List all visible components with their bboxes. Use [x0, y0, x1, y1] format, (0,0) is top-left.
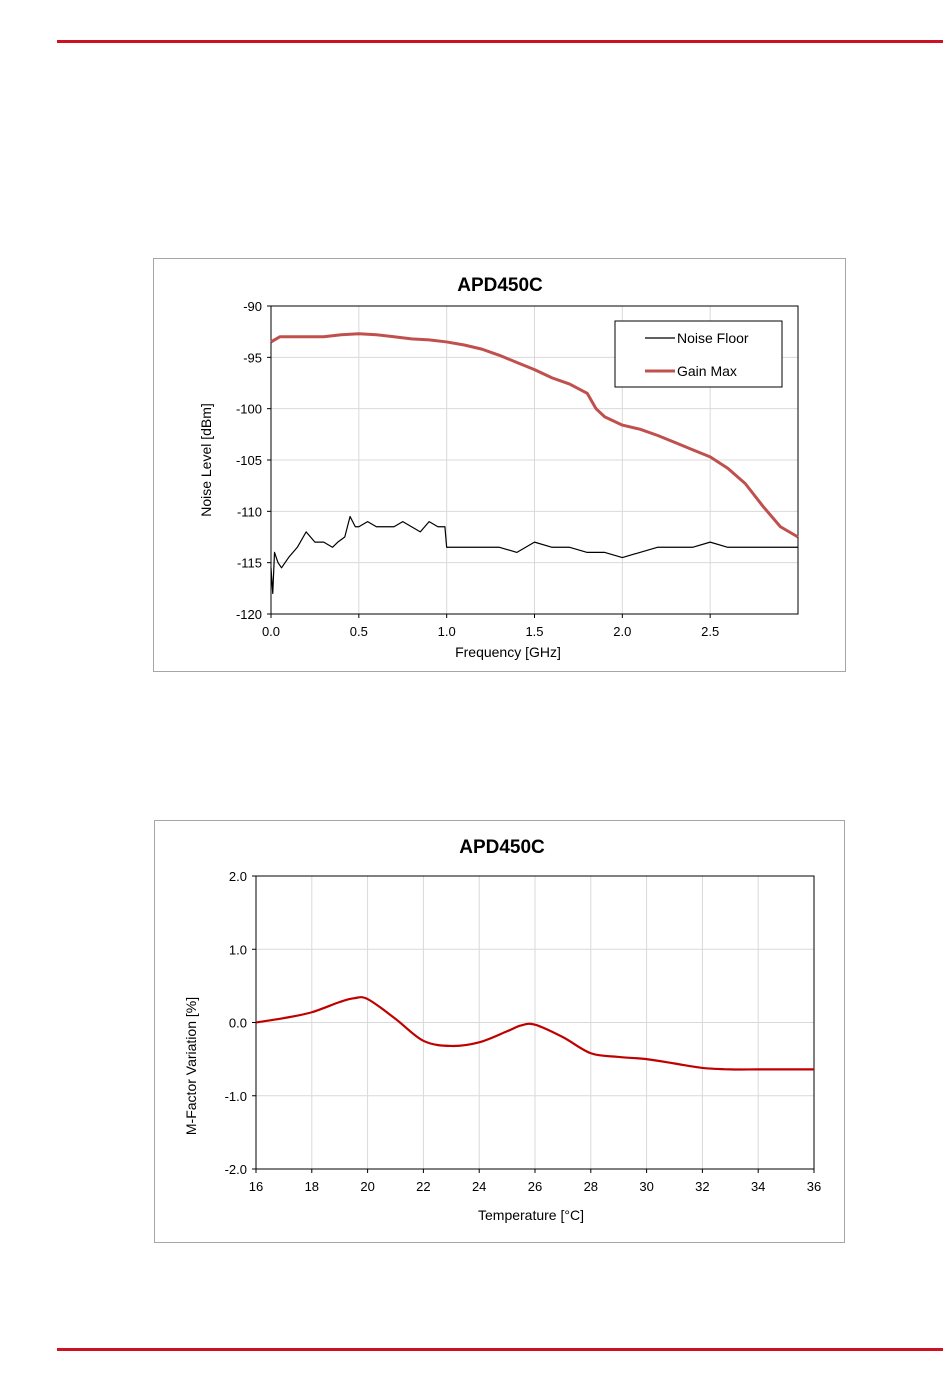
x-tick-label: 34 [751, 1179, 765, 1194]
plot-frame [270, 305, 799, 615]
x-tick-label: 16 [249, 1179, 263, 1194]
m-factor-chart-svg: APD450C Temperature [°C] M-Factor Variat… [183, 837, 822, 1223]
x-tick-label: 30 [639, 1179, 653, 1194]
y-tick-label: 0.0 [229, 1016, 247, 1031]
plot-area: 16 18 20 22 24 26 28 30 32 34 36 2.0 1.0 0.0 -1.0 -2.0 [225, 869, 822, 1194]
x-tick-label: 2.0 [613, 624, 631, 639]
series-line-1 [270, 332, 799, 539]
y-tick-label: -1.0 [225, 1089, 247, 1104]
x-tick-label: 2.5 [701, 624, 719, 639]
y-axis-label: Noise Level [dBm] [198, 403, 214, 517]
x-tick-label: 32 [695, 1179, 709, 1194]
top-red-rule [57, 40, 943, 43]
y-tick-label: 2.0 [229, 869, 247, 884]
y-tick-label: -90 [243, 299, 262, 314]
series-line-0 [255, 996, 814, 1071]
x-tick-label: 20 [360, 1179, 374, 1194]
x-tick-label: 0.0 [262, 624, 280, 639]
x-tick-label: 28 [584, 1179, 598, 1194]
noise-level-chart-svg: APD450C Frequency [GHz] Noise Level [dBm… [198, 275, 799, 660]
y-tick-label: -110 [237, 504, 262, 519]
legend-label: Noise Floor [677, 330, 749, 346]
bottom-red-rule [57, 1348, 943, 1351]
x-tick-label: 22 [416, 1179, 430, 1194]
y-tick-label: -105 [236, 453, 262, 468]
x-tick-label: 18 [305, 1179, 319, 1194]
y-tick-label: -120 [236, 607, 262, 622]
x-tick-label: 1.0 [438, 624, 456, 639]
chart-title: APD450C [459, 837, 545, 858]
y-tick-label: -2.0 [225, 1162, 247, 1177]
y-tick-label: -115 [237, 556, 262, 571]
legend-label: Gain Max [677, 363, 737, 379]
y-axis-label: M-Factor Variation [%] [183, 997, 199, 1135]
m-factor-chart: APD450C Temperature [°C] M-Factor Variat… [154, 820, 845, 1243]
y-tick-label: 1.0 [229, 942, 247, 957]
x-axis-label: Temperature [°C] [478, 1207, 584, 1223]
y-tick-label: -100 [236, 402, 262, 417]
legend-box [614, 320, 783, 388]
x-tick-label: 24 [472, 1179, 486, 1194]
legend: Noise Floor Gain Max [614, 320, 783, 388]
x-tick-label: 36 [807, 1179, 821, 1194]
chart-title: APD450C [457, 275, 543, 296]
x-tick-label: 26 [528, 1179, 542, 1194]
x-tick-label: 1.5 [525, 624, 543, 639]
x-axis-label: Frequency [GHz] [455, 644, 561, 660]
y-tick-label: -95 [243, 350, 262, 365]
x-tick-label: 0.5 [350, 624, 368, 639]
noise-level-chart: APD450C Frequency [GHz] Noise Level [dBm… [153, 258, 846, 672]
series-line-0 [270, 515, 798, 595]
